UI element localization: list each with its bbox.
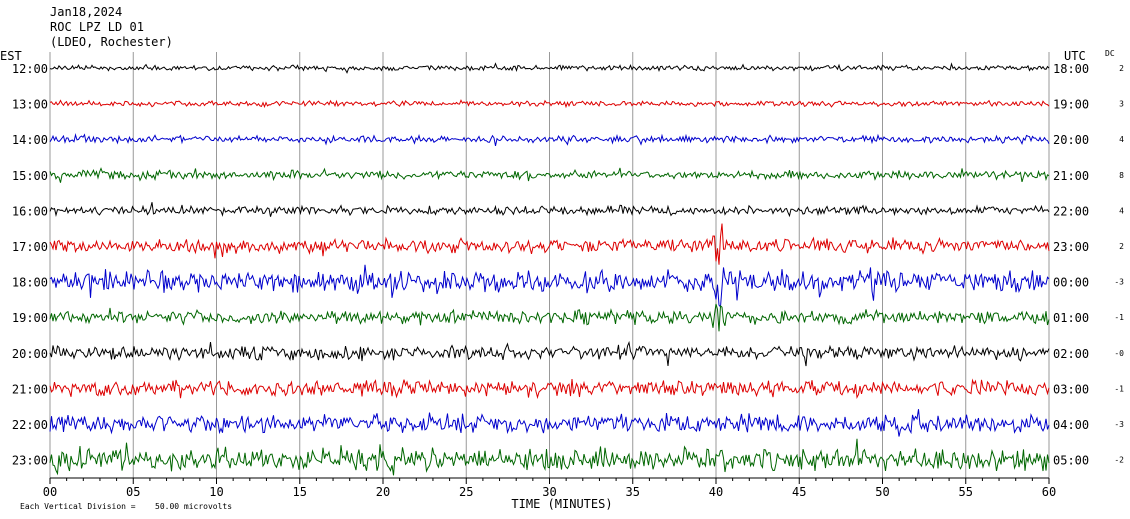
header-station: ROC LPZ LD 01 [50,20,144,34]
trace-line [49,62,1050,74]
row-label-est: 16:00 [12,204,48,218]
row-dc-value: 4 [1119,206,1124,215]
row-label-est: 14:00 [12,133,48,147]
row-dc-value: -3 [1114,420,1124,429]
footer-scale-label: Each Vertical Division = [20,502,136,511]
row-label-utc: 19:00 [1053,98,1089,112]
row-label-utc: 21:00 [1053,169,1089,183]
row-dc-value: -1 [1114,384,1124,393]
trace-line [49,133,1050,147]
row-label-est: 19:00 [12,311,48,325]
row-label-est: 15:00 [12,169,48,183]
x-tick-label: 45 [792,485,806,499]
header-date: Jan18,2024 [50,5,122,19]
x-tick-label: 55 [959,485,973,499]
trace-line [49,167,1050,183]
row-label-est: 12:00 [12,62,48,76]
trace-line [49,264,1050,309]
row-label-utc: 00:00 [1053,276,1089,290]
x-tick-label: 05 [126,485,140,499]
x-tick-label: 20 [376,485,390,499]
row-label-utc: 03:00 [1053,382,1089,396]
footer-scale-value: 50.00 microvolts [155,502,232,511]
traces [49,62,1050,476]
row-label-utc: 05:00 [1053,454,1089,468]
row-dc-value: -2 [1114,456,1124,465]
row-label-est: 17:00 [12,240,48,254]
trace-line [49,378,1050,400]
row-dc-value: -0 [1114,349,1124,358]
row-dc-value: 8 [1119,171,1124,180]
row-label-est: 18:00 [12,276,48,290]
x-tick-label: 35 [626,485,640,499]
row-label-utc: 20:00 [1053,133,1089,147]
row-dc-value: -1 [1114,313,1124,322]
row-label-est: 22:00 [12,418,48,432]
trace-line [49,99,1050,109]
right-zone-label: UTC [1064,49,1086,63]
row-label-utc: 23:00 [1053,240,1089,254]
trace-line [49,223,1050,265]
row-dc-value: -3 [1114,278,1124,287]
trace-line [49,438,1050,476]
row-label-utc: 01:00 [1053,311,1089,325]
row-dc-value: 2 [1119,64,1124,73]
x-tick-label: 25 [459,485,473,499]
row-label-est: 21:00 [12,382,48,396]
x-axis-title: TIME (MINUTES) [511,497,612,511]
left-zone-label: EST [0,49,22,63]
row-label-est: 23:00 [12,454,48,468]
x-tick-label: 30 [542,485,556,499]
trace-line [49,303,1050,332]
trace-line [49,409,1050,437]
row-label-est: 20:00 [12,347,48,361]
row-dc-value: 3 [1119,100,1124,109]
x-tick-label: 40 [709,485,723,499]
trace-line [49,340,1050,367]
header-network: (LDEO, Rochester) [50,35,173,49]
row-dc-value: 2 [1119,242,1124,251]
x-tick-label: 10 [209,485,223,499]
row-label-utc: 18:00 [1053,62,1089,76]
row-label-est: 13:00 [12,98,48,112]
row-label-utc: 04:00 [1053,418,1089,432]
row-dc-value: 4 [1119,135,1124,144]
row-label-utc: 22:00 [1053,204,1089,218]
row-label-utc: 02:00 [1053,347,1089,361]
x-tick-label: 15 [293,485,307,499]
time-axis: 00 05 10 15 20 25 30 35 40 45 50 55 60 12:00 18:00 2 13:… [12,62,1124,499]
trace-line [49,202,1050,218]
grid-lines [49,52,1050,478]
dc-label: DC [1105,49,1115,58]
x-tick-label: 00 [43,485,57,499]
x-tick-label: 50 [875,485,889,499]
x-tick-label: 60 [1042,485,1056,499]
